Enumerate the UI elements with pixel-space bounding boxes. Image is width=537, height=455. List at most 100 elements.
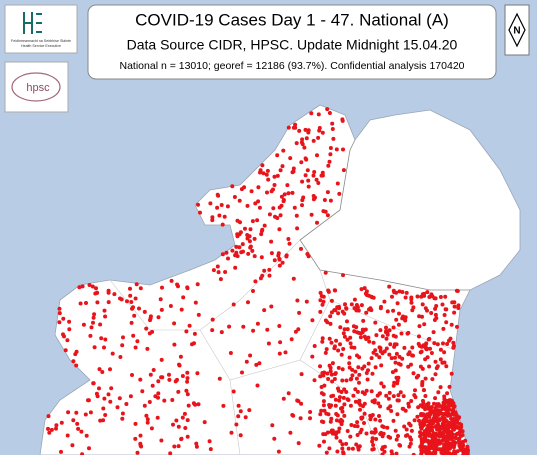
case-dot bbox=[277, 263, 282, 268]
case-dot bbox=[433, 296, 438, 301]
case-dot bbox=[310, 354, 315, 359]
header-box bbox=[87, 4, 497, 80]
case-dot bbox=[403, 295, 408, 300]
case-dot bbox=[419, 444, 424, 449]
case-dot bbox=[406, 330, 411, 335]
case-dot bbox=[245, 203, 250, 208]
case-dot bbox=[387, 284, 392, 289]
case-dot bbox=[344, 441, 349, 446]
case-dot bbox=[259, 229, 264, 233]
case-dot bbox=[185, 392, 190, 397]
case-dot bbox=[272, 183, 277, 187]
case-dot bbox=[345, 429, 350, 433]
case-dot bbox=[342, 334, 347, 339]
case-dot bbox=[134, 282, 139, 287]
case-dot bbox=[432, 341, 437, 346]
case-dot bbox=[299, 401, 304, 406]
case-dot bbox=[325, 190, 330, 195]
case-dot bbox=[269, 251, 274, 256]
case-dot bbox=[61, 316, 66, 321]
case-dot bbox=[407, 444, 412, 449]
case-dot bbox=[426, 401, 431, 406]
case-dot bbox=[181, 295, 186, 300]
case-dot bbox=[348, 335, 353, 340]
case-dot bbox=[447, 433, 452, 438]
case-dot bbox=[373, 365, 378, 370]
case-dot bbox=[179, 307, 184, 312]
case-dot bbox=[265, 327, 270, 332]
case-dot bbox=[341, 395, 346, 400]
case-dot bbox=[251, 289, 255, 293]
case-dot bbox=[255, 321, 260, 326]
case-dot bbox=[145, 417, 150, 422]
case-dot bbox=[350, 373, 355, 378]
case-dot bbox=[450, 418, 455, 423]
case-dot bbox=[427, 443, 432, 448]
case-dot bbox=[445, 399, 450, 404]
case-dot bbox=[192, 331, 197, 336]
case-dot bbox=[332, 377, 337, 381]
case-dot bbox=[252, 254, 257, 259]
case-dot bbox=[80, 452, 85, 455]
case-dot bbox=[171, 422, 175, 427]
case-dot bbox=[77, 285, 82, 290]
case-dot bbox=[262, 308, 267, 313]
case-dot bbox=[360, 366, 365, 371]
case-dot bbox=[419, 344, 424, 349]
case-dot bbox=[326, 163, 331, 168]
case-dot bbox=[371, 350, 376, 355]
case-dot bbox=[314, 177, 319, 182]
case-dot bbox=[358, 407, 362, 412]
case-dot bbox=[167, 377, 172, 382]
case-dot bbox=[380, 334, 385, 339]
case-dot bbox=[262, 223, 267, 228]
case-dot bbox=[382, 299, 387, 304]
case-dot bbox=[215, 264, 220, 269]
case-dot bbox=[449, 437, 454, 442]
case-dot bbox=[350, 367, 355, 372]
case-dot bbox=[341, 450, 346, 455]
case-dot bbox=[231, 389, 236, 394]
hpsc-swoosh bbox=[11, 72, 61, 102]
case-dot bbox=[233, 265, 238, 270]
case-dot bbox=[288, 156, 293, 161]
case-dot bbox=[394, 317, 399, 322]
case-dot bbox=[424, 449, 429, 454]
case-dot bbox=[236, 403, 241, 408]
case-dot bbox=[348, 434, 353, 439]
case-dot bbox=[315, 153, 319, 158]
case-dot bbox=[454, 288, 459, 293]
case-dot bbox=[170, 398, 175, 402]
case-dot bbox=[325, 107, 330, 112]
case-dot bbox=[370, 413, 375, 417]
case-dot bbox=[295, 226, 300, 231]
case-dot bbox=[304, 136, 309, 141]
case-dot bbox=[324, 347, 329, 352]
case-dot bbox=[138, 377, 143, 382]
case-dot bbox=[71, 359, 76, 364]
case-dot bbox=[318, 364, 322, 369]
case-dot bbox=[306, 254, 311, 259]
case-dot bbox=[101, 418, 106, 423]
case-dot bbox=[262, 268, 267, 273]
case-dot bbox=[362, 421, 366, 425]
case-dot bbox=[67, 327, 72, 332]
case-dot bbox=[394, 351, 399, 356]
case-dot bbox=[102, 345, 106, 350]
case-dot bbox=[340, 446, 345, 451]
case-dot bbox=[327, 159, 332, 164]
case-dot bbox=[396, 398, 401, 403]
case-dot bbox=[409, 300, 414, 305]
case-dot bbox=[355, 353, 359, 358]
case-dot bbox=[185, 370, 190, 375]
case-dot bbox=[333, 344, 337, 349]
case-dot bbox=[191, 401, 196, 406]
case-dot bbox=[399, 331, 404, 336]
case-dot bbox=[440, 449, 445, 454]
case-dot bbox=[297, 310, 302, 315]
case-dot bbox=[159, 357, 164, 362]
case-dot bbox=[108, 399, 113, 404]
case-dot bbox=[103, 314, 108, 319]
case-dot bbox=[464, 448, 469, 453]
case-dot bbox=[390, 370, 395, 375]
